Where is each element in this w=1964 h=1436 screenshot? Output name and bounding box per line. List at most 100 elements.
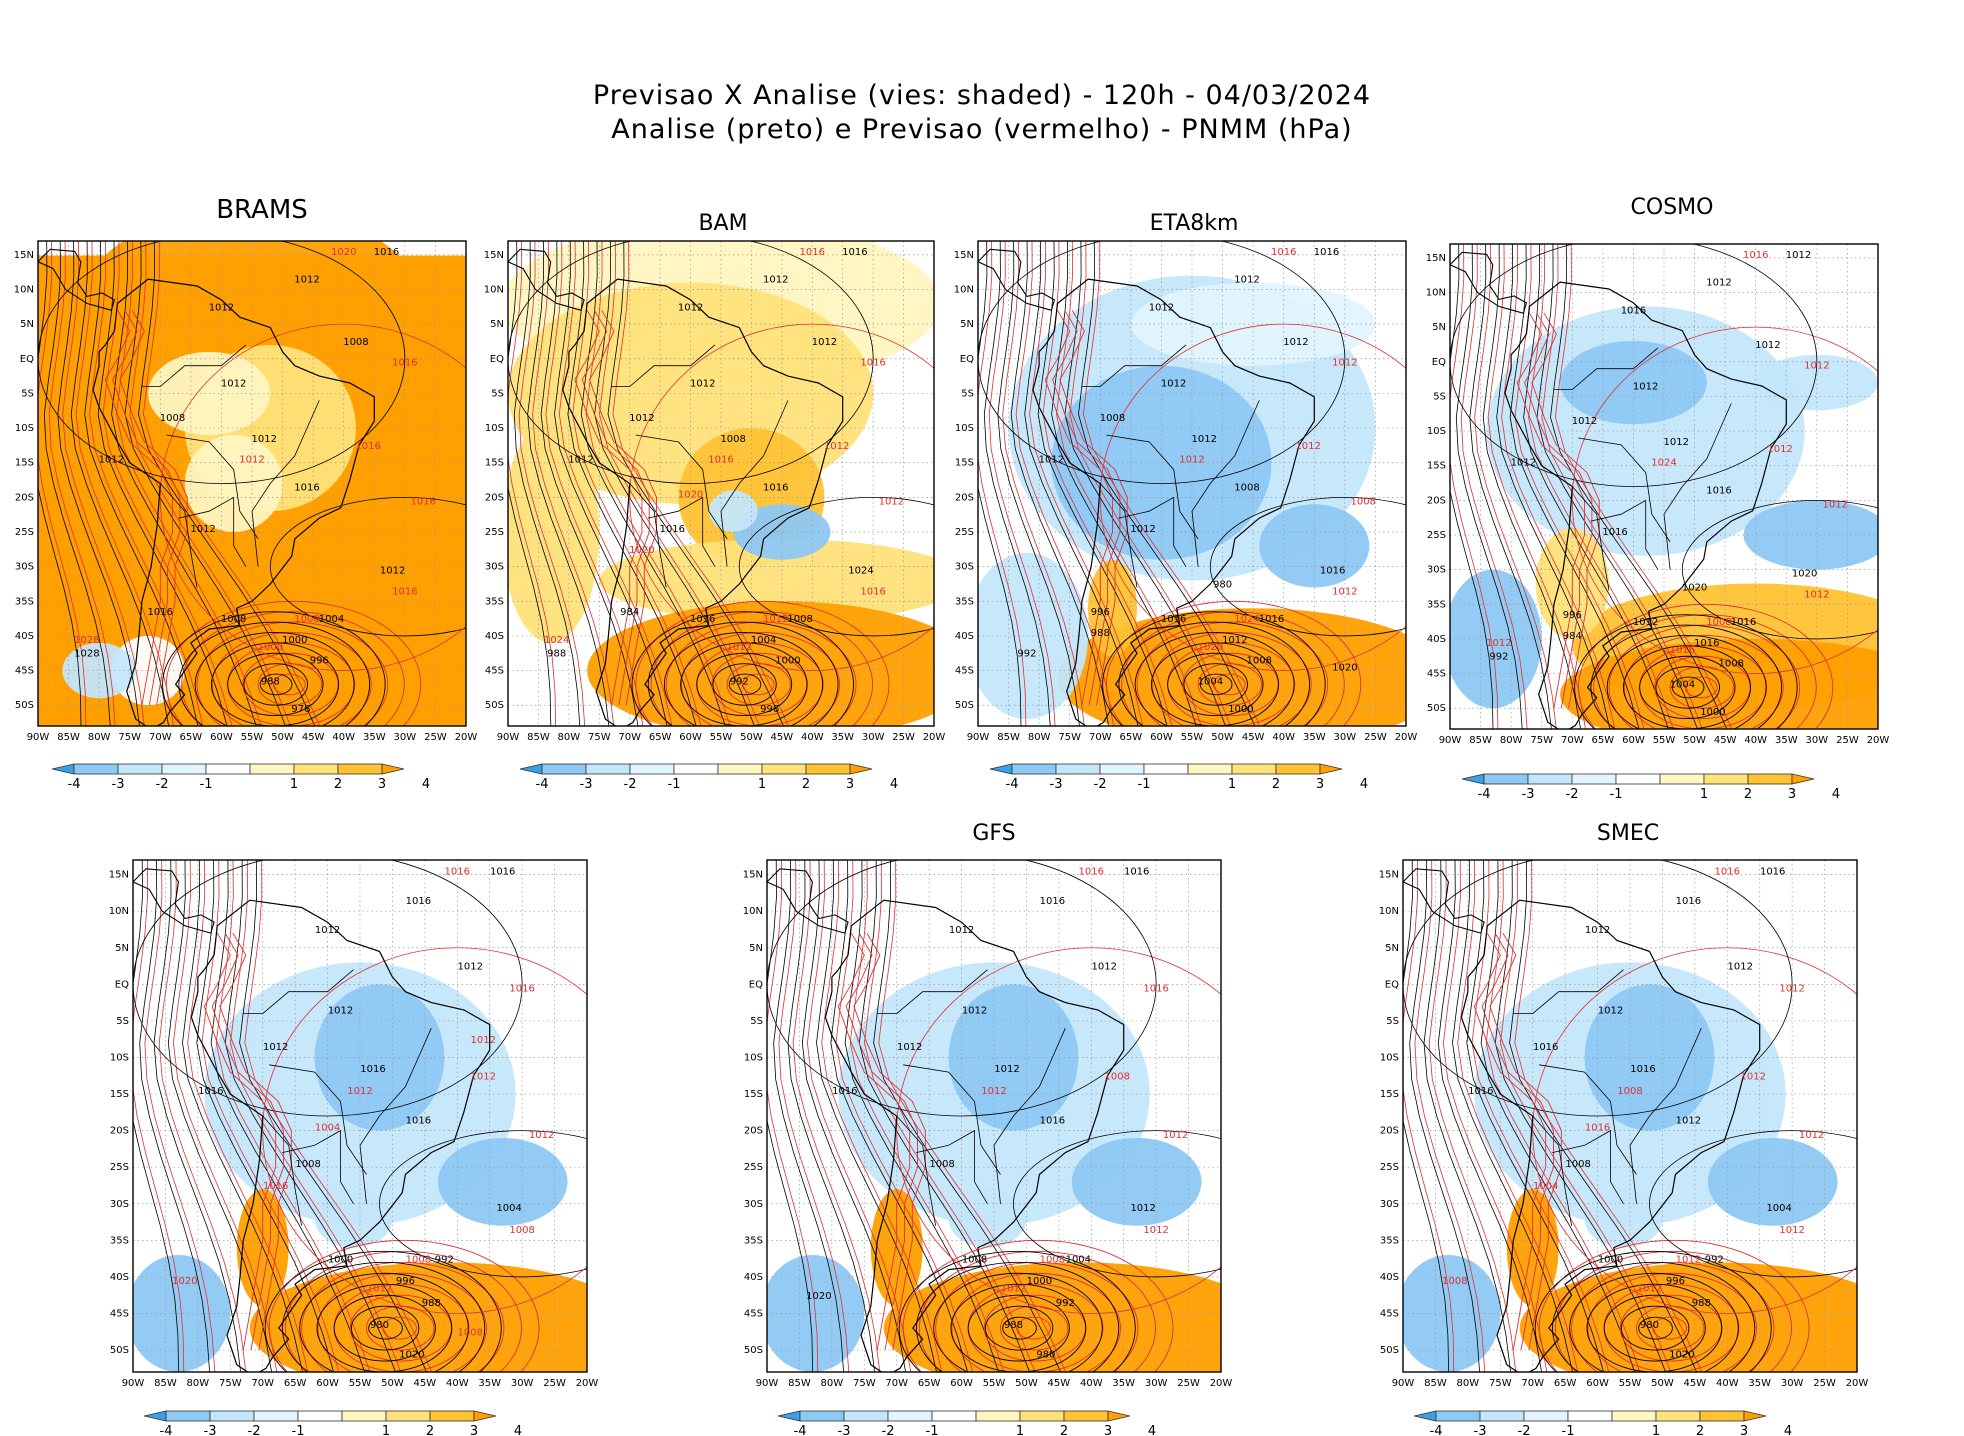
lon-tick-label: 45W [1048,1378,1071,1389]
lat-tick-label: 5N [115,943,129,954]
isobar [162,611,386,726]
isobar [1442,860,1548,1372]
isobar [215,860,371,1372]
map-area: 1016 1016 1012 1012 1012 1012 1012 1016 1016 1008… [767,860,1221,1372]
isobar [1010,241,1109,726]
isobar-label-forecast: 1012 [1332,586,1357,597]
isobar-label-forecast: 1008 [1105,1071,1130,1082]
colorbar-segment [1611,1410,1657,1422]
colorbar-segment [761,763,807,775]
isobar [139,860,210,1372]
isobar [1474,244,1557,729]
isobar [647,621,839,726]
isobar [219,932,292,1351]
colorbar-label: -4 [1006,777,1019,792]
colorbar-segment [541,763,587,775]
isobar-label-analysis: 1012 [1664,437,1689,448]
isobar [1649,1130,1857,1278]
isobar [845,932,918,1351]
lon-tick-label: 50W [1683,735,1706,746]
colorbar-segment [297,1410,343,1422]
colorbar-label: -1 [668,777,681,792]
lat-tick-label: 45S [15,666,34,677]
panel-cosmo: COSMO 1012 1012 1016 1012 1012 1012 1012 1012 101… [1426,195,1890,802]
isobar [1151,632,1312,726]
isobar-label-analysis: 1004 [319,614,344,625]
isobar-label-analysis: 1008 [295,1159,320,1170]
country-border [166,434,259,540]
isobar [1409,860,1480,1372]
isobar-label-analysis: 1008 [160,413,185,424]
isobar [738,496,934,637]
isobar [1496,244,1611,729]
isobar-label-analysis: 1000 [328,1254,353,1265]
isobar-label-analysis: 1020 [1669,1349,1694,1360]
colorbar-label: 1 [290,777,298,792]
isobar [1015,241,1114,726]
isobar [1024,241,1139,726]
isobar-label-analysis: 1012 [1192,434,1217,445]
lat-tick-label: 35S [955,596,974,607]
lon-tick-label: 25W [424,732,447,743]
colorbar-label: -2 [1566,787,1579,802]
lat-tick-label: 15S [1380,1089,1399,1100]
isobar [574,310,643,706]
isobar [1455,244,1523,729]
isobar [284,1250,522,1372]
colorbar-label: 3 [1740,1424,1748,1436]
lon-tick-label: 80W [1500,735,1523,746]
isobar-label-analysis: 980 [1213,579,1232,590]
isobar [773,860,844,1372]
isobar-label-analysis: 1012 [221,379,246,390]
isobar [239,860,427,1372]
isobar [211,932,284,1351]
colorbar-segment [253,1410,299,1422]
colorbar-label: 1 [382,1424,390,1436]
colorbar-label: -4 [68,777,81,792]
colorbar-arrow-left [989,763,1013,775]
isobar-label-analysis: 1012 [678,302,703,313]
isobar-label-forecast: 1012 [1741,1071,1766,1082]
isobar-label-analysis: 1016 [1676,896,1701,907]
panel-title: BAM [698,211,747,236]
isobar-label-forecast: 1008 [294,614,319,625]
lon-tick-label: 45W [1714,735,1737,746]
isobar-label-forecast: 1020 [172,1276,197,1287]
lon-tick-label: 20W [576,1378,599,1389]
isobar-label-forecast: 1004 [315,1123,340,1134]
isobar [227,652,324,717]
country-border [1099,483,1138,588]
lon-tick-label: 55W [983,1378,1006,1389]
lat-tick-label: 50S [15,700,34,711]
isobar [858,860,1030,1372]
country-border [141,344,247,387]
isobar-label-forecast: 1024 [544,635,569,646]
lat-tick-label: 20S [1427,495,1446,506]
isobar-label-analysis: 1016 [1731,617,1756,628]
colorbar-segment [161,763,207,775]
isobar-label-analysis: 1012 [1786,250,1811,261]
colorbar-segment [1523,1410,1569,1422]
colorbar-segment [1483,773,1529,785]
isobar [112,310,181,706]
isobar-label-forecast: 1016 [800,247,825,258]
coastline [38,248,116,311]
isobar [210,860,365,1372]
lon-tick-label: 55W [241,732,264,743]
isobar-label-analysis: 1016 [1320,566,1345,577]
bias-shading [733,504,831,560]
country-border [635,434,728,540]
colorbar-segment [629,763,675,775]
isobar [1102,611,1326,726]
lon-tick-label: 20W [1846,1378,1869,1389]
bias-shading [1259,504,1370,588]
lon-tick-label: 50W [1651,1378,1674,1389]
isobar [1608,624,1801,729]
isobar-label-analysis: 1000 [1027,1276,1052,1287]
isobar [1469,244,1552,729]
colorbar-label: -3 [1522,787,1535,802]
country-border [159,483,198,588]
lon-tick-label: 90W [27,732,50,743]
isobar-label-analysis: 1000 [282,635,307,646]
lat-tick-label: 40S [1427,634,1446,645]
